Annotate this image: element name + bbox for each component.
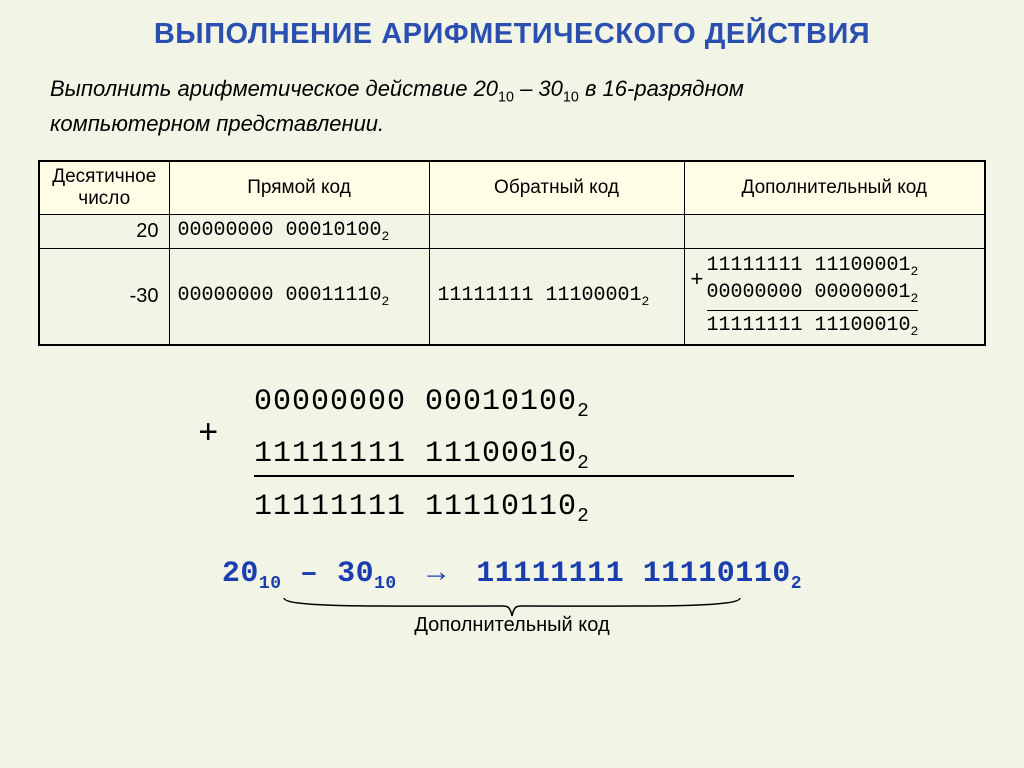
problem-part2: – 30: [520, 76, 563, 101]
col-decimal: Десятичное число: [39, 161, 169, 215]
final-rhs: 11111111 11110110: [476, 557, 791, 591]
brace-wrap: Дополнительный код: [38, 596, 986, 637]
addend-a: 00000000 000101002: [192, 376, 832, 429]
addition-block: + 00000000 000101002 11111111 111000102 …: [192, 376, 832, 534]
compl-line-sum: 11111111 111000102: [707, 310, 919, 340]
col-complement: Дополнительный код: [684, 161, 985, 215]
plus-sign-big: +: [198, 406, 218, 466]
cell-direct-20: 00000000 000101002: [169, 215, 429, 249]
final-minus: –: [300, 557, 337, 591]
problem-statement: Выполнить арифметическое действие 2010 –…: [50, 73, 974, 140]
plus-sign-small: +: [691, 265, 704, 293]
sub-10-b: 10: [563, 89, 579, 105]
cell-dec-neg30: -30: [39, 249, 169, 345]
final-lhs-b: 30: [337, 557, 374, 591]
sum-result: 11111111 111101102: [192, 481, 832, 534]
compl-line-b: 00000000 000000012: [707, 280, 977, 307]
problem-part4: компьютерном представлении.: [50, 108, 974, 140]
table-row: -30 00000000 000111102 11111111 11100001…: [39, 249, 985, 345]
slide-title: ВЫПОЛНЕНИЕ АРИФМЕТИЧЕСКОГО ДЕЙСТВИЯ: [38, 18, 986, 51]
arrow-icon: →: [415, 555, 458, 588]
cell-dec-20: 20: [39, 215, 169, 249]
col-inverse: Обратный код: [429, 161, 684, 215]
final-expression: 2010 – 3010 → 11111111 111101102: [38, 555, 986, 594]
cell-compl-neg30: + 11111111 111000012 00000000 000000012 …: [684, 249, 985, 345]
addend-b: 11111111 111000102: [192, 428, 832, 481]
table-header-row: Десятичное число Прямой код Обратный код…: [39, 161, 985, 215]
sub-10-a: 10: [498, 89, 514, 105]
problem-part3: в 16-разрядном: [585, 76, 744, 101]
cell-compl-20: [684, 215, 985, 249]
codes-table: Десятичное число Прямой код Обратный код…: [38, 160, 986, 346]
col-direct: Прямой код: [169, 161, 429, 215]
problem-part1: Выполнить арифметическое действие 20: [50, 76, 498, 101]
table-row: 20 00000000 000101002: [39, 215, 985, 249]
cell-direct-neg30: 00000000 000111102: [169, 249, 429, 345]
cell-inverse-20: [429, 215, 684, 249]
compl-line-a: 11111111 111000012: [707, 253, 977, 280]
brace-caption: Дополнительный код: [38, 614, 986, 637]
final-lhs-a: 20: [222, 557, 259, 591]
cell-inverse-neg30: 11111111 111000012: [429, 249, 684, 345]
